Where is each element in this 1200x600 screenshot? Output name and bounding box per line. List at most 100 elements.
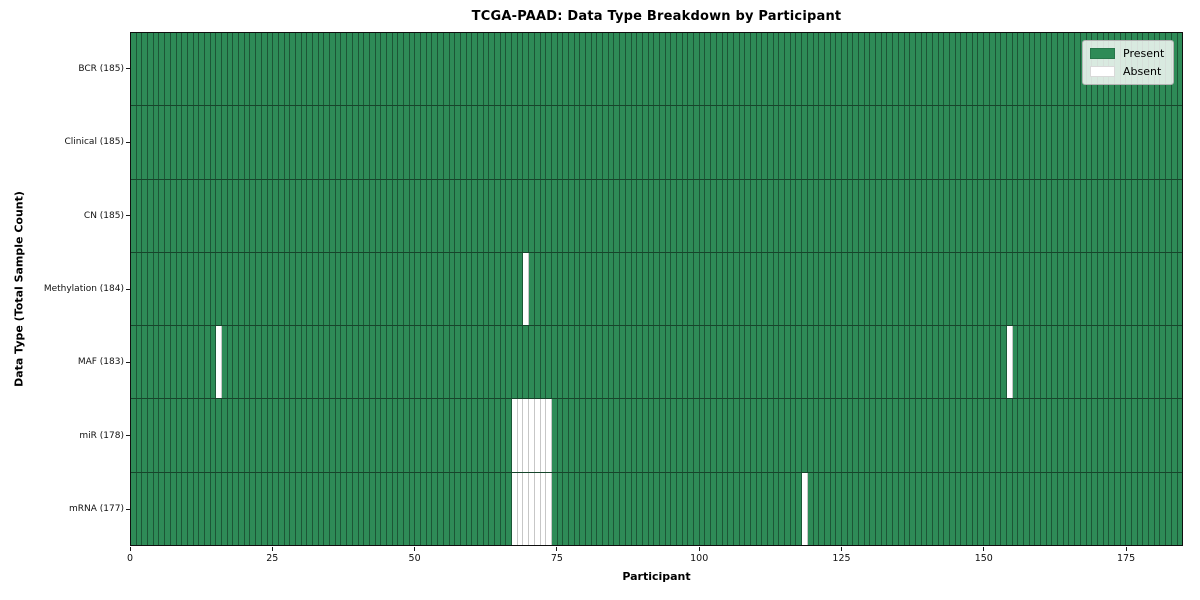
- present-cell: [608, 33, 615, 106]
- present-cell: [790, 326, 797, 399]
- present-cell: [711, 179, 717, 252]
- present-cell: [1018, 179, 1024, 252]
- present-cell: [648, 106, 655, 179]
- present-cell: [347, 106, 353, 179]
- present-cell: [603, 106, 609, 179]
- present-cell: [614, 179, 621, 252]
- present-cell: [1177, 106, 1183, 179]
- present-cell: [773, 472, 780, 545]
- present-cell: [449, 326, 456, 399]
- present-cell: [466, 33, 473, 106]
- present-cell: [961, 33, 968, 106]
- present-cell: [574, 472, 581, 545]
- present-cell: [153, 252, 160, 326]
- present-cell: [773, 33, 780, 106]
- present-cell: [506, 472, 513, 545]
- present-cell: [239, 106, 245, 179]
- present-cell: [904, 399, 911, 472]
- present-cell: [950, 472, 956, 545]
- present-cell: [637, 472, 643, 545]
- present-cell: [290, 472, 296, 545]
- present-cell: [887, 326, 894, 399]
- present-cell: [955, 472, 962, 545]
- present-cell: [568, 252, 575, 326]
- present-cell: [750, 179, 757, 252]
- present-cell: [1063, 33, 1070, 106]
- present-cell: [807, 399, 814, 472]
- present-cell: [295, 179, 302, 252]
- present-cell: [557, 33, 564, 106]
- x-tick-label: 125: [832, 553, 851, 564]
- present-cell: [870, 33, 877, 106]
- present-cell: [438, 33, 444, 106]
- present-cell: [369, 252, 376, 326]
- present-cell: [1080, 252, 1087, 326]
- present-cell: [1103, 472, 1110, 545]
- present-cell: [785, 33, 791, 106]
- present-cell: [307, 179, 313, 252]
- present-cell: [176, 106, 183, 179]
- present-cell: [773, 252, 780, 326]
- present-cell: [995, 33, 1002, 106]
- present-cell: [136, 252, 143, 326]
- present-cell: [381, 326, 387, 399]
- present-cell: [1058, 106, 1064, 179]
- present-cell: [443, 252, 450, 326]
- present-cell: [745, 399, 751, 472]
- present-cell: [1132, 399, 1138, 472]
- present-cell: [455, 326, 461, 399]
- present-cell: [250, 472, 257, 545]
- present-cell: [580, 179, 586, 252]
- present-cell: [716, 179, 723, 252]
- present-cell: [847, 33, 854, 106]
- present-cell: [927, 326, 933, 399]
- present-cell: [961, 252, 968, 326]
- data-row-MAF: [131, 326, 1183, 400]
- present-cell: [142, 399, 149, 472]
- present-cell: [330, 399, 336, 472]
- present-cell: [824, 252, 831, 326]
- present-cell: [477, 399, 484, 472]
- present-cell: [1166, 326, 1172, 399]
- present-cell: [284, 106, 291, 179]
- present-cell: [216, 179, 222, 252]
- present-cell: [295, 472, 302, 545]
- present-cell: [625, 399, 632, 472]
- present-cell: [460, 106, 467, 179]
- present-cell: [165, 399, 171, 472]
- present-cell: [227, 252, 234, 326]
- present-cell: [551, 399, 558, 472]
- present-cell: [1029, 106, 1036, 179]
- present-cell: [591, 326, 598, 399]
- present-cell: [244, 399, 251, 472]
- present-cell: [290, 106, 296, 179]
- present-cell: [625, 326, 632, 399]
- present-cell: [142, 252, 149, 326]
- present-cell: [222, 472, 228, 545]
- present-cell: [193, 106, 200, 179]
- absent-cell: [512, 472, 518, 545]
- present-cell: [256, 33, 262, 106]
- present-cell: [290, 33, 296, 106]
- present-cell: [802, 399, 808, 472]
- present-cell: [1109, 472, 1115, 545]
- present-cell: [1120, 399, 1127, 472]
- present-cell: [364, 33, 370, 106]
- present-cell: [136, 472, 143, 545]
- present-cell: [682, 179, 689, 252]
- present-cell: [1143, 106, 1150, 179]
- present-cell: [1154, 399, 1161, 472]
- present-cell: [204, 33, 211, 106]
- present-cell: [750, 326, 757, 399]
- present-cell: [1143, 326, 1150, 399]
- present-cell: [887, 399, 894, 472]
- present-cell: [915, 472, 922, 545]
- present-cell: [301, 106, 308, 179]
- present-cell: [239, 472, 245, 545]
- present-cell: [955, 252, 962, 326]
- present-cell: [318, 33, 325, 106]
- present-cell: [910, 33, 916, 106]
- present-cell: [699, 252, 706, 326]
- present-cell: [580, 472, 586, 545]
- present-cell: [409, 252, 416, 326]
